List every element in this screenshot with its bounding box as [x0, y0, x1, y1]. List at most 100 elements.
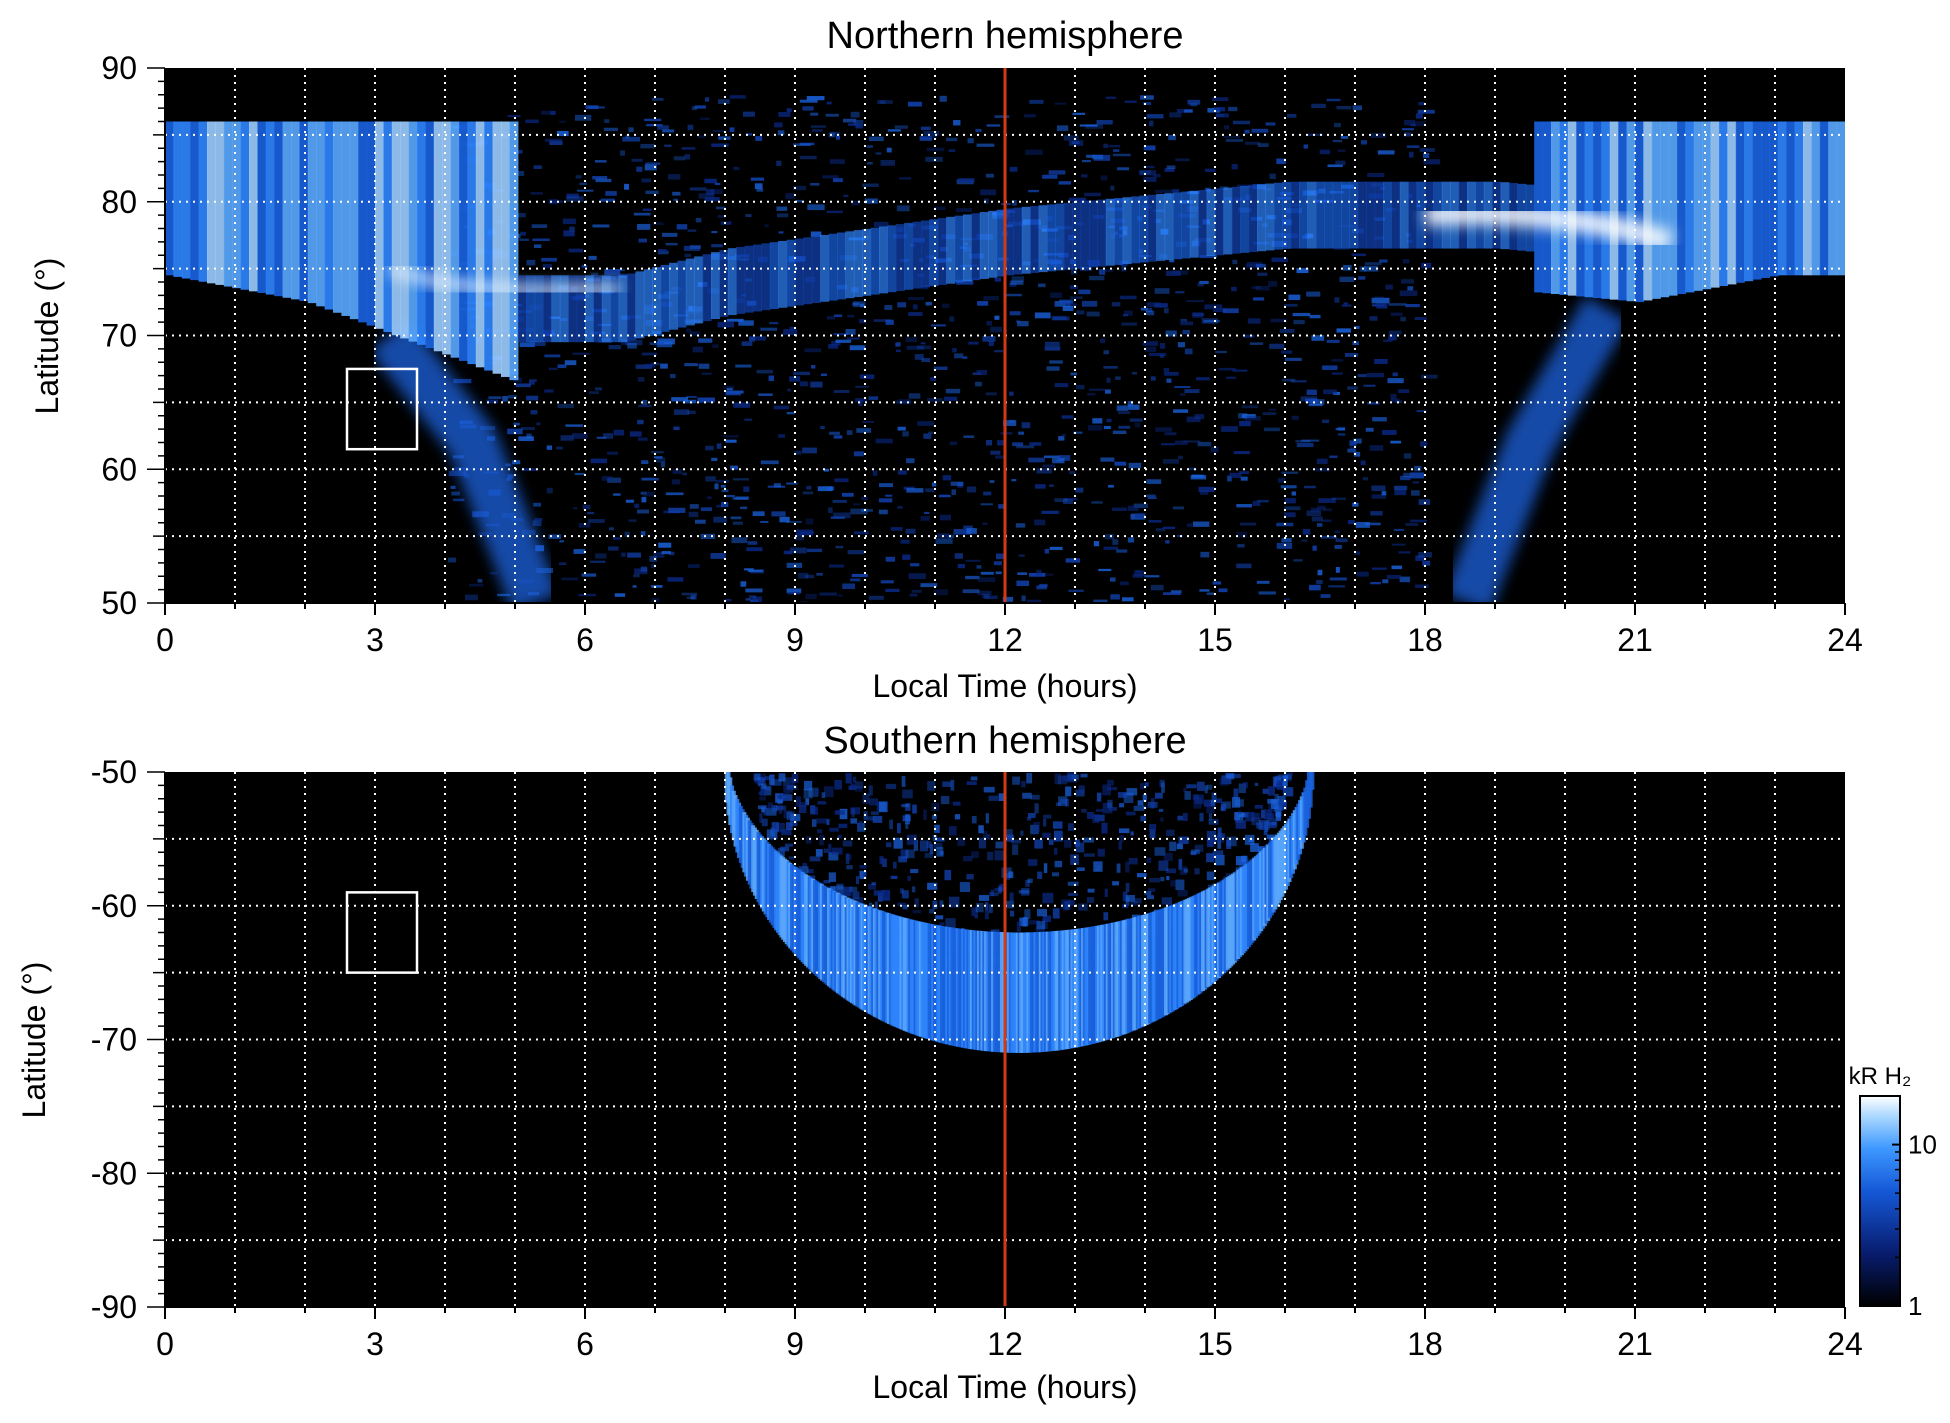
speckle — [975, 902, 984, 913]
speckle — [1087, 424, 1103, 431]
speckle — [1174, 386, 1191, 389]
speckle — [1421, 262, 1432, 269]
speckle — [1320, 594, 1331, 598]
speckle — [886, 147, 892, 153]
speckle — [1206, 837, 1214, 848]
speckle — [686, 395, 697, 398]
speckle — [999, 883, 1007, 892]
speckle — [1138, 170, 1151, 175]
speckle — [1139, 170, 1157, 176]
speckle — [829, 564, 844, 568]
speckle — [724, 495, 735, 498]
oval-segment — [610, 275, 620, 343]
speckle — [1215, 350, 1227, 354]
speckle — [1178, 858, 1183, 870]
speckle — [890, 875, 898, 880]
speckle — [520, 231, 526, 236]
speckle — [1115, 376, 1121, 380]
speckle — [1136, 873, 1147, 878]
speckle — [1042, 174, 1058, 179]
colorbar-gradient — [1859, 1095, 1901, 1307]
speckle — [1269, 343, 1285, 349]
speckle — [1199, 255, 1218, 259]
speckle — [725, 391, 741, 396]
speckle — [1116, 549, 1128, 553]
x-tick-label: 6 — [576, 1326, 594, 1362]
speckle — [661, 551, 671, 555]
speckle — [746, 133, 753, 136]
speckle — [825, 113, 839, 117]
speckle — [980, 503, 993, 506]
oval-segment — [895, 224, 905, 291]
speckle — [987, 851, 994, 861]
speckle — [691, 106, 697, 111]
speckle — [759, 796, 766, 801]
oval-segment — [1122, 197, 1132, 265]
speckle — [1166, 165, 1176, 169]
reference-box — [345, 367, 419, 451]
oval-segment — [198, 121, 208, 282]
speckle — [1347, 386, 1358, 390]
speckle — [1055, 802, 1061, 806]
speckle — [1235, 820, 1246, 829]
speckle — [1398, 551, 1411, 554]
speckle — [852, 302, 860, 306]
speckle — [1263, 427, 1280, 432]
speckle — [641, 477, 656, 481]
speckle — [853, 119, 864, 126]
speckle — [912, 804, 917, 814]
speckle — [1371, 485, 1386, 492]
speckle — [763, 805, 768, 816]
x-tick-label: 0 — [156, 622, 174, 658]
speckle — [905, 822, 909, 830]
speckle — [1406, 145, 1420, 148]
speckle — [874, 901, 878, 913]
speckle — [799, 801, 808, 807]
speckle — [579, 182, 587, 186]
oval-segment — [1643, 121, 1653, 301]
speckle — [564, 360, 577, 366]
speckle — [932, 814, 937, 820]
speckle — [1016, 580, 1030, 587]
speckle — [833, 314, 843, 318]
speckle — [957, 837, 965, 847]
speckle — [541, 257, 557, 262]
speckle — [1229, 472, 1242, 478]
speckle — [842, 840, 853, 847]
speckle — [927, 781, 936, 791]
speckle — [1336, 105, 1352, 110]
speckle — [786, 822, 793, 831]
axes: 0 3 6 9 12 15 18 21 24-50-60-70-80-90 — [91, 754, 1863, 1362]
speckle — [1379, 259, 1388, 263]
speckle — [1165, 270, 1181, 276]
speckle — [958, 178, 975, 183]
speckle — [1337, 149, 1346, 152]
speckle — [1286, 113, 1297, 118]
speckle — [1092, 814, 1100, 824]
oval-segment — [1576, 121, 1586, 297]
speckle — [1186, 416, 1201, 423]
speckle — [925, 488, 935, 493]
oval-segment — [1769, 121, 1779, 277]
speckle — [629, 431, 642, 437]
speckle — [1203, 320, 1220, 323]
speckle — [1222, 308, 1239, 314]
speckle — [572, 433, 588, 439]
speckle — [1319, 149, 1331, 155]
speckle — [1146, 114, 1164, 119]
speckle — [1058, 181, 1071, 185]
speckle — [816, 788, 820, 796]
speckle — [1268, 408, 1277, 411]
speckle — [983, 786, 995, 793]
speckle — [1177, 342, 1186, 348]
speckle — [700, 507, 712, 512]
oval-segment — [442, 121, 452, 355]
speckle — [507, 114, 521, 118]
speckle — [1164, 371, 1179, 376]
speckle — [1316, 580, 1323, 585]
speckle — [1034, 312, 1051, 319]
speckle — [994, 887, 1003, 892]
speckle — [932, 900, 938, 910]
speckle — [845, 853, 850, 864]
speckle — [761, 807, 766, 813]
